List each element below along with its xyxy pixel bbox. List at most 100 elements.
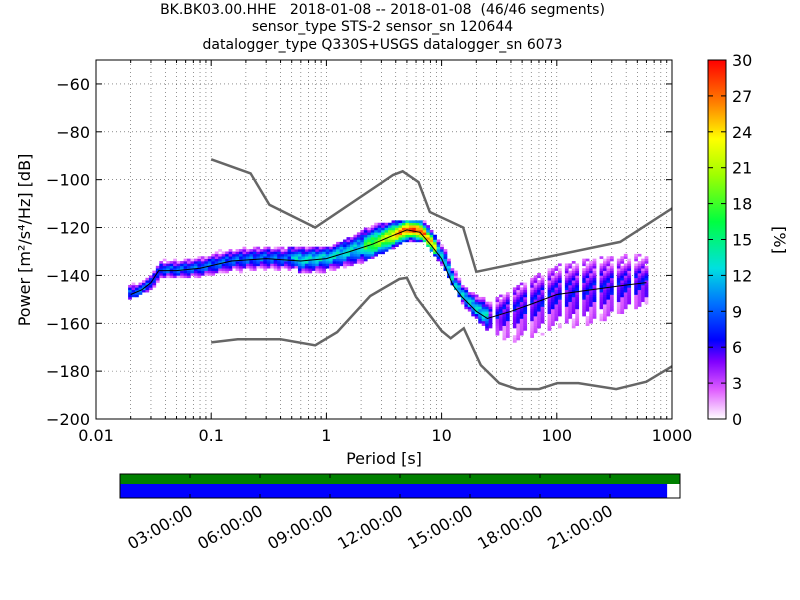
y-tick-label: −200 bbox=[46, 410, 90, 429]
density-cell bbox=[519, 328, 524, 331]
density-cell bbox=[135, 294, 139, 298]
density-cell bbox=[405, 232, 410, 236]
density-cell bbox=[308, 249, 313, 252]
density-cell bbox=[329, 246, 333, 250]
density-cell bbox=[616, 306, 621, 310]
density-cell bbox=[287, 251, 292, 255]
density-cell bbox=[516, 318, 521, 322]
density-cell bbox=[287, 261, 292, 264]
density-cell bbox=[173, 265, 177, 269]
density-cell bbox=[575, 280, 580, 283]
density-cell bbox=[599, 280, 604, 283]
density-cell bbox=[339, 261, 344, 264]
density-cell bbox=[225, 265, 229, 269]
density-cell bbox=[460, 292, 465, 295]
density-cell bbox=[620, 292, 625, 295]
density-cell bbox=[332, 263, 337, 267]
density-cell bbox=[353, 251, 358, 255]
density-cell bbox=[495, 330, 500, 334]
density-cell bbox=[145, 280, 150, 283]
density-cell bbox=[568, 270, 573, 274]
density-cell bbox=[609, 304, 614, 307]
density-cell bbox=[360, 249, 365, 252]
density-cell bbox=[336, 244, 340, 247]
density-cell bbox=[315, 261, 320, 264]
density-cell bbox=[547, 273, 552, 276]
density-cell bbox=[301, 249, 306, 252]
density-cell bbox=[571, 306, 576, 310]
density-cell bbox=[346, 241, 351, 245]
density-cell bbox=[488, 306, 493, 310]
density-cell bbox=[273, 263, 278, 267]
density-cell bbox=[540, 292, 545, 295]
density-cell bbox=[381, 251, 385, 255]
density-cell bbox=[148, 280, 153, 283]
density-cell bbox=[339, 256, 344, 259]
density-cell bbox=[166, 273, 171, 276]
density-cell bbox=[547, 311, 552, 314]
density-cell bbox=[547, 323, 552, 326]
density-cell bbox=[252, 251, 257, 255]
density-cell bbox=[571, 277, 576, 281]
density-cell bbox=[426, 237, 430, 240]
density-cell bbox=[287, 249, 292, 252]
density-cell bbox=[623, 256, 628, 259]
density-cell bbox=[398, 241, 403, 245]
density-cell bbox=[537, 325, 541, 329]
density-cell bbox=[377, 251, 382, 255]
density-cell bbox=[436, 239, 441, 243]
density-cell bbox=[242, 249, 247, 252]
density-cell bbox=[585, 289, 590, 293]
density-cell bbox=[356, 244, 361, 247]
density-cell bbox=[603, 308, 607, 312]
density-cell bbox=[197, 270, 202, 274]
density-cell bbox=[533, 275, 538, 279]
density-cell bbox=[273, 256, 278, 259]
density-cell bbox=[259, 249, 264, 252]
density-cell bbox=[568, 277, 573, 281]
density-cell bbox=[388, 225, 392, 228]
density-cell bbox=[211, 265, 216, 269]
density-cell bbox=[256, 249, 261, 252]
density-cell bbox=[551, 299, 555, 303]
density-cell bbox=[176, 270, 181, 274]
density-cell bbox=[585, 275, 590, 279]
density-cell bbox=[603, 282, 607, 286]
density-cell bbox=[616, 268, 621, 271]
density-cell bbox=[193, 265, 198, 269]
density-cell bbox=[235, 263, 240, 267]
density-cell bbox=[537, 304, 541, 307]
density-cell bbox=[599, 304, 604, 307]
y-axis-label: Power [m²/s⁴/Hz] [dB] bbox=[15, 154, 34, 327]
density-cell bbox=[245, 263, 250, 267]
density-cell bbox=[356, 251, 361, 255]
density-cell bbox=[322, 270, 327, 274]
new-high-noise-model-line bbox=[210, 158, 672, 274]
density-cell bbox=[259, 261, 264, 264]
density-cell bbox=[242, 256, 247, 259]
density-cell bbox=[516, 287, 521, 291]
density-cell bbox=[277, 251, 281, 255]
density-cell bbox=[599, 256, 604, 259]
density-cell bbox=[322, 249, 327, 252]
density-cell bbox=[297, 261, 302, 264]
density-cell bbox=[370, 239, 375, 243]
density-cell bbox=[270, 253, 275, 257]
density-cell bbox=[502, 294, 507, 298]
density-cell bbox=[620, 301, 625, 305]
density-cell bbox=[349, 261, 354, 264]
density-cell bbox=[249, 261, 254, 264]
density-cell bbox=[450, 270, 455, 274]
density-cell bbox=[190, 270, 195, 274]
density-cell bbox=[551, 287, 555, 291]
density-cell bbox=[523, 320, 528, 324]
density-cell bbox=[218, 253, 223, 257]
density-cell bbox=[488, 304, 493, 307]
density-cell bbox=[363, 227, 368, 231]
density-cell bbox=[571, 296, 576, 300]
density-cell bbox=[606, 299, 611, 303]
density-cell bbox=[537, 306, 541, 310]
density-cell bbox=[599, 268, 604, 271]
density-cell bbox=[547, 328, 552, 331]
density-cell bbox=[557, 292, 562, 295]
